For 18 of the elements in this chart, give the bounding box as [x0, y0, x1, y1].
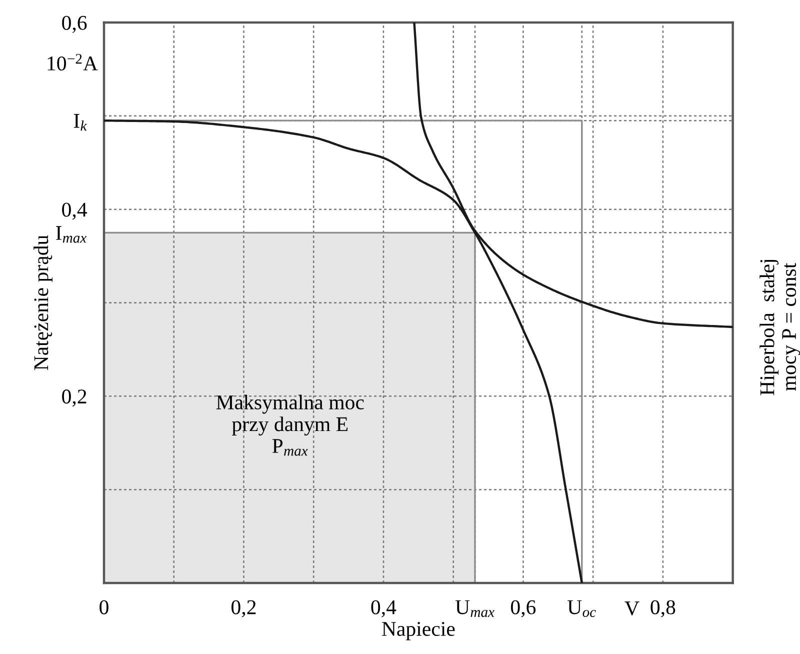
annotation: Maksymalna moc przy danym E P$_{max}$ [216, 394, 364, 456]
x-axis-title: Napiecie [382, 622, 455, 640]
x-tick-label: 0,2 [232, 600, 256, 618]
x-tick-label: 0,6 [510, 600, 536, 618]
y-tick-label: I$_{max}$ [56, 226, 87, 243]
text: Hiperbola stałej mocy P = const [760, 260, 800, 396]
y-tick-label: 0,6 [62, 16, 87, 33]
y-axis-title: Natężenie prądu [34, 235, 52, 370]
y-tick-label: 0,2 [62, 390, 86, 407]
x-tick-label: 0,4 [371, 600, 396, 618]
text: V [624, 602, 640, 616]
x-tick-label: 0 [100, 600, 108, 614]
x-tick-label: U$_{max}$ [455, 600, 494, 618]
y-tick-label: I$_{k}$ [74, 114, 87, 131]
x-tick-label: U$_{oc}$ [568, 600, 596, 618]
y-tick-label: 0,4 [62, 202, 88, 220]
text: 10$^{−2}$A [48, 54, 98, 71]
x-tick-label: 0,8 [650, 600, 676, 618]
